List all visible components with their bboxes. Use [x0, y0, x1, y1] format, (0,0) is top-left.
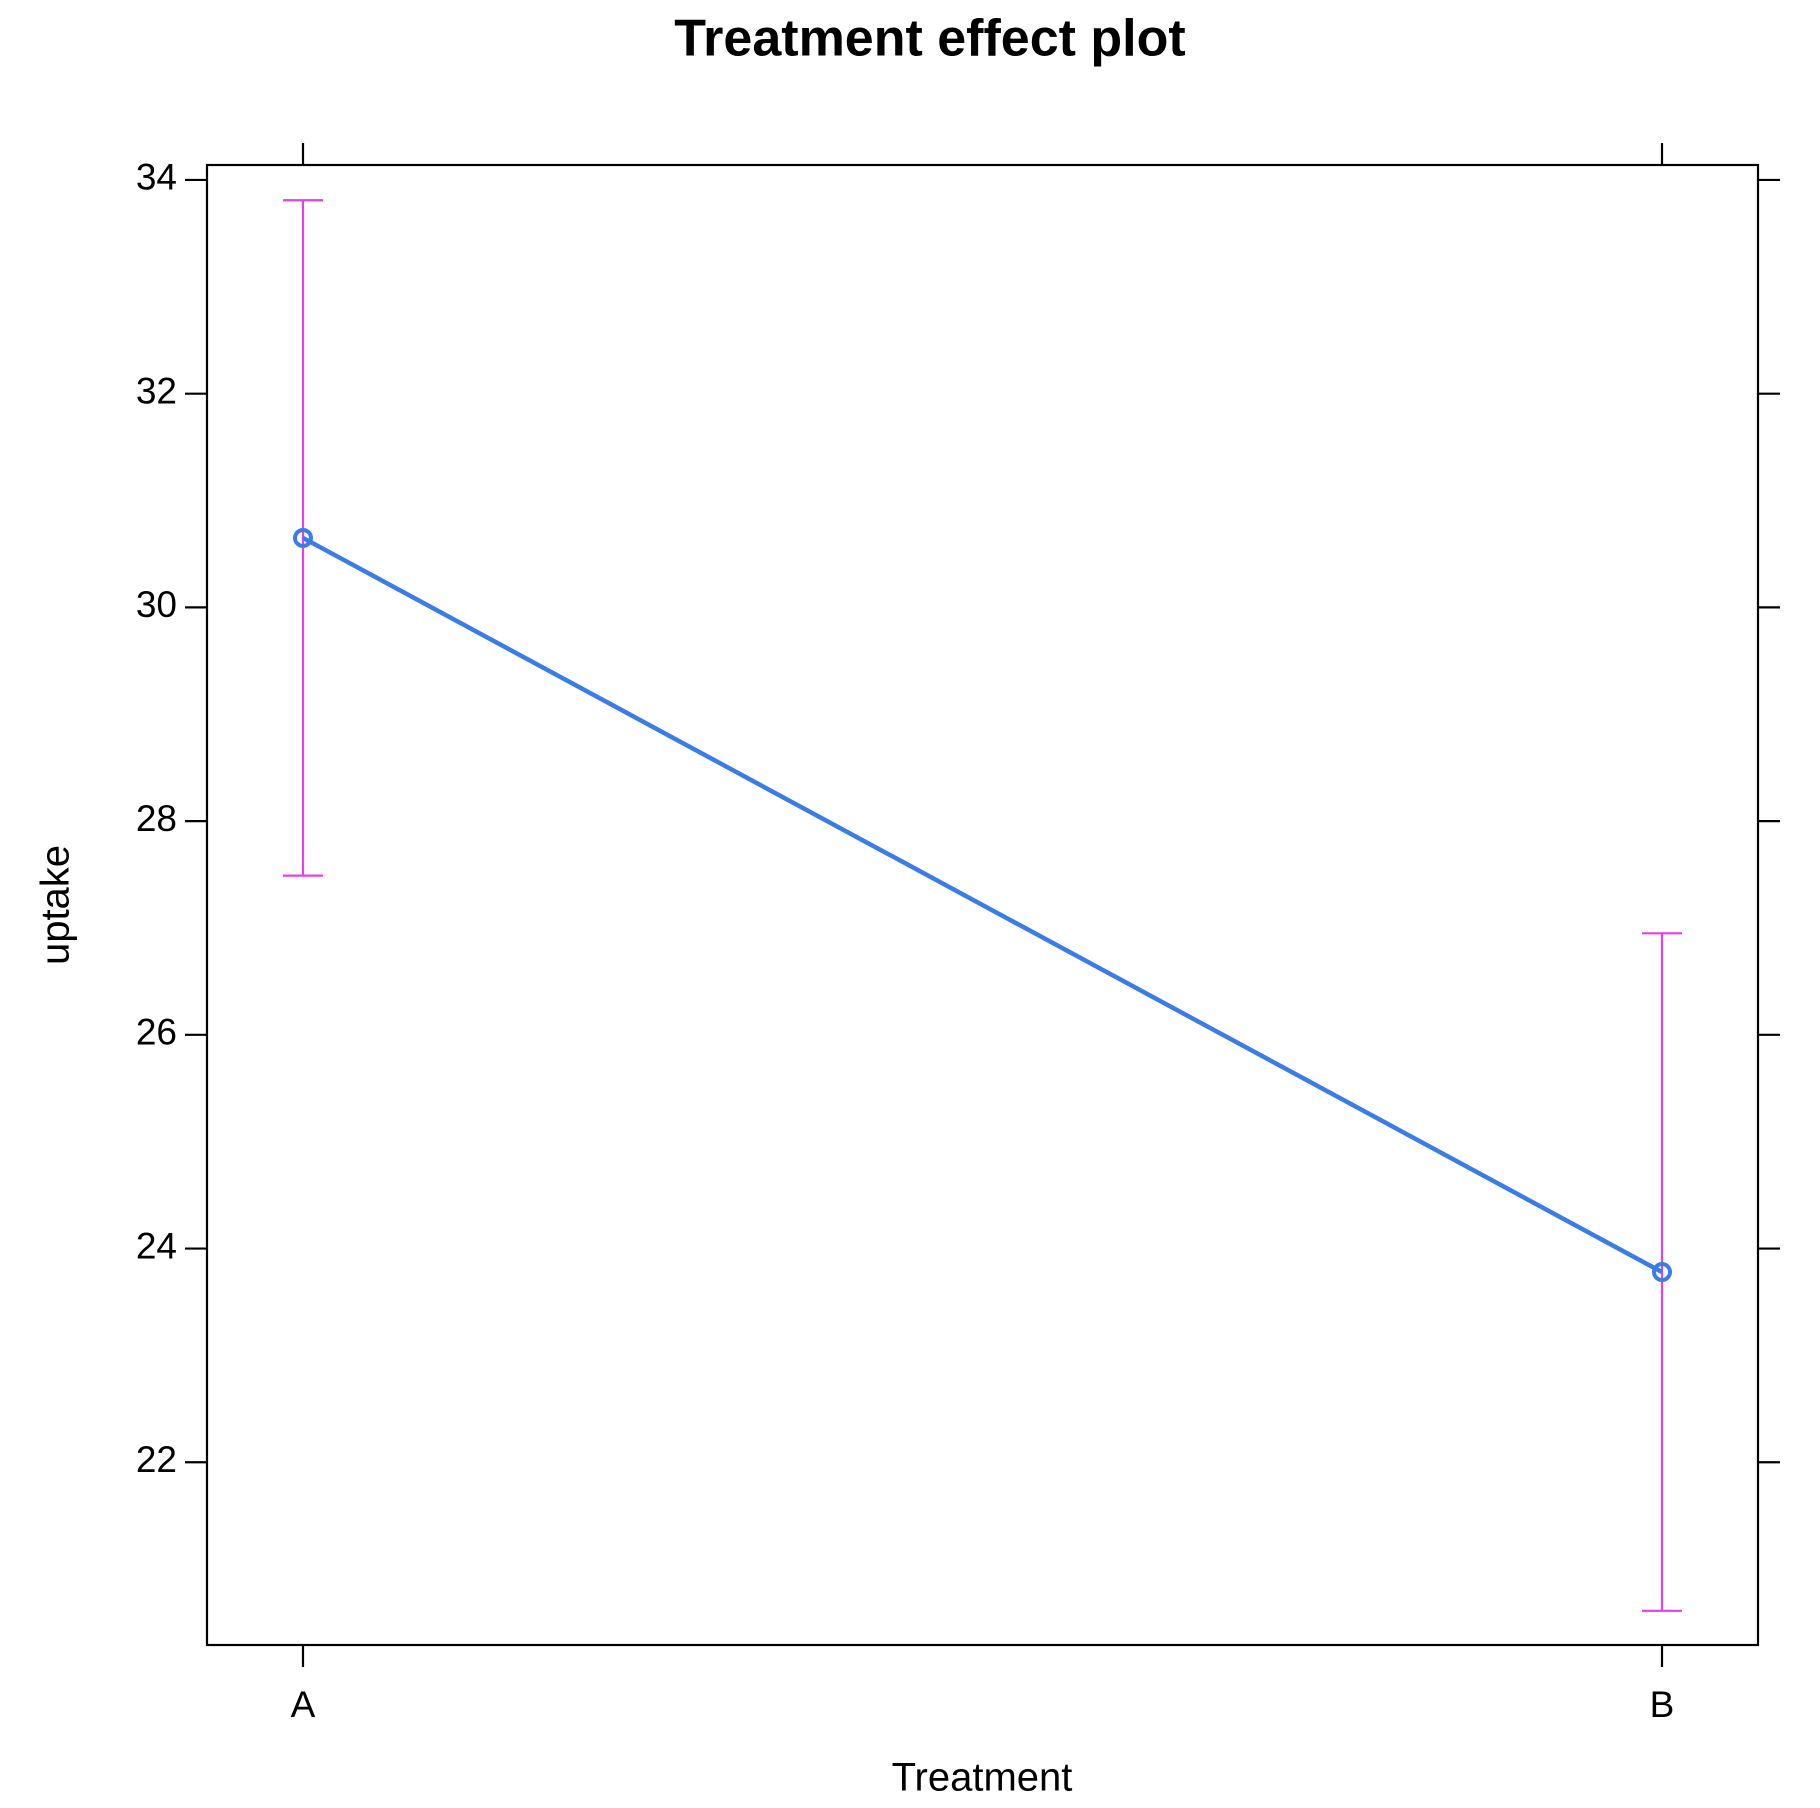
- y-axis-label: uptake: [34, 845, 78, 965]
- x-tick-label: B: [1650, 1684, 1675, 1725]
- y-tick-label: 30: [136, 584, 177, 625]
- point: [293, 527, 313, 548]
- y-tick-label: 24: [136, 1225, 177, 1266]
- effect-line: [301, 535, 1664, 1275]
- x-axis-label: Treatment: [892, 1756, 1073, 1800]
- y-tick-label: 28: [136, 798, 177, 839]
- point: [1652, 1262, 1672, 1283]
- y-tick-label: 22: [136, 1439, 177, 1480]
- y-tick-label: 34: [136, 157, 177, 198]
- plot-frame: [205, 163, 1760, 1647]
- x-tick-label: A: [291, 1684, 316, 1725]
- y-tick-label: 32: [136, 370, 177, 411]
- chart-title: Treatment effect plot: [674, 10, 1185, 68]
- y-tick-label: 26: [136, 1012, 177, 1053]
